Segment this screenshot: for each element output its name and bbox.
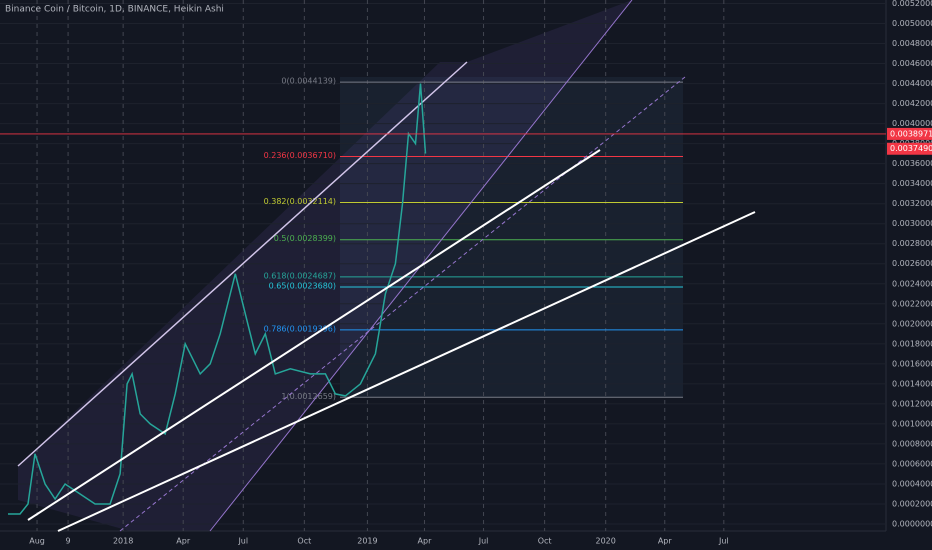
y-tick-label: 0.0046000: [892, 59, 932, 68]
price: [8, 83, 427, 515]
y-tick-label: 0.0024000: [892, 279, 932, 288]
x-tick-label: Jul: [237, 537, 248, 546]
x-tick-label: 2019: [357, 537, 377, 546]
y-tick-label: 0.0040000: [892, 119, 932, 128]
y-tick-label: 0.0050000: [892, 19, 932, 28]
y-tick-label: 0.0016000: [892, 359, 932, 368]
price-tag: [887, 127, 932, 140]
y-tick-label: 0.0018000: [892, 339, 932, 348]
y-tick-label: 0.0028000: [892, 239, 932, 248]
x-tick-label: Oct: [538, 537, 552, 546]
x-tick-label: 2018: [113, 537, 133, 546]
fib-label: 0.382(0.0032114): [264, 197, 336, 206]
fib-label: 0.236(0.0036710): [264, 151, 336, 160]
channel-top: [17, 61, 468, 467]
fib-label: 0(0.0044139): [281, 77, 336, 86]
x-tick-label: Jul: [478, 537, 489, 546]
fib-label: 0.618(0.0024687): [264, 271, 336, 280]
x-tick-label: 2020: [596, 537, 616, 546]
y-tick-label: 0.0000000: [892, 519, 932, 528]
x-tick-label: Aug: [29, 537, 45, 546]
x-tick-label: Apr: [418, 537, 433, 546]
y-tick-label: 0.0010000: [892, 419, 932, 428]
fib-label: 0.5(0.0028399): [274, 234, 336, 243]
x-tick-label: Apr: [658, 537, 673, 546]
y-tick-label: 0.0034000: [892, 179, 932, 188]
trend-line: [27, 149, 601, 521]
y-tick-label: 0.0012000: [892, 399, 932, 408]
fib-label: 0.786(0.0019396): [264, 324, 336, 333]
y-tick-label: 0.0014000: [892, 379, 932, 388]
price-tag: [887, 142, 932, 155]
fib: 0(0.0044139) 0.236(0.0036710) 0.382(0.0032…: [264, 77, 683, 401]
x-tick-label: Oct: [297, 537, 311, 546]
fib-label: 0.65(0.0023680): [269, 281, 336, 290]
y-tick-label: 0.0030000: [892, 219, 932, 228]
y-tick-label: 0.0032000: [892, 199, 932, 208]
price-tag-label: 0.0037490: [890, 144, 932, 153]
x-tick-label: Apr: [176, 537, 191, 546]
y-tick-label: 0.0006000: [892, 459, 932, 468]
x-tick-label: Jul: [718, 537, 729, 546]
y-tick-label: 0.0044000: [892, 79, 932, 88]
y-tick-label: 0.0026000: [892, 259, 932, 268]
x-tick-label: 9: [66, 537, 71, 546]
y-tick-label: 0.0042000: [892, 99, 932, 108]
price-line: [8, 83, 427, 515]
y-tick-label: 0.0048000: [892, 39, 932, 48]
y-tick-label: 0.0008000: [892, 439, 932, 448]
y-tick-label: 0.0036000: [892, 159, 932, 168]
y-tick-label: 0.0004000: [892, 479, 932, 488]
trend-line: [57, 211, 756, 532]
fib-label: 1(0.0012659): [281, 392, 336, 401]
y-tick-label: 0.0002000: [892, 499, 932, 508]
chart-title: Binance Coin / Bitcoin, 1D, BINANCE, Hei…: [5, 5, 224, 15]
y-tick-label: 0.0020000: [892, 319, 932, 328]
channel-fill: [18, 0, 632, 531]
y-tick-label: 0.0052000: [892, 0, 932, 8]
channel-mid: [119, 76, 686, 532]
y-tick-label: 0.0022000: [892, 299, 932, 308]
price-tag-label: 0.0038971: [890, 129, 932, 138]
